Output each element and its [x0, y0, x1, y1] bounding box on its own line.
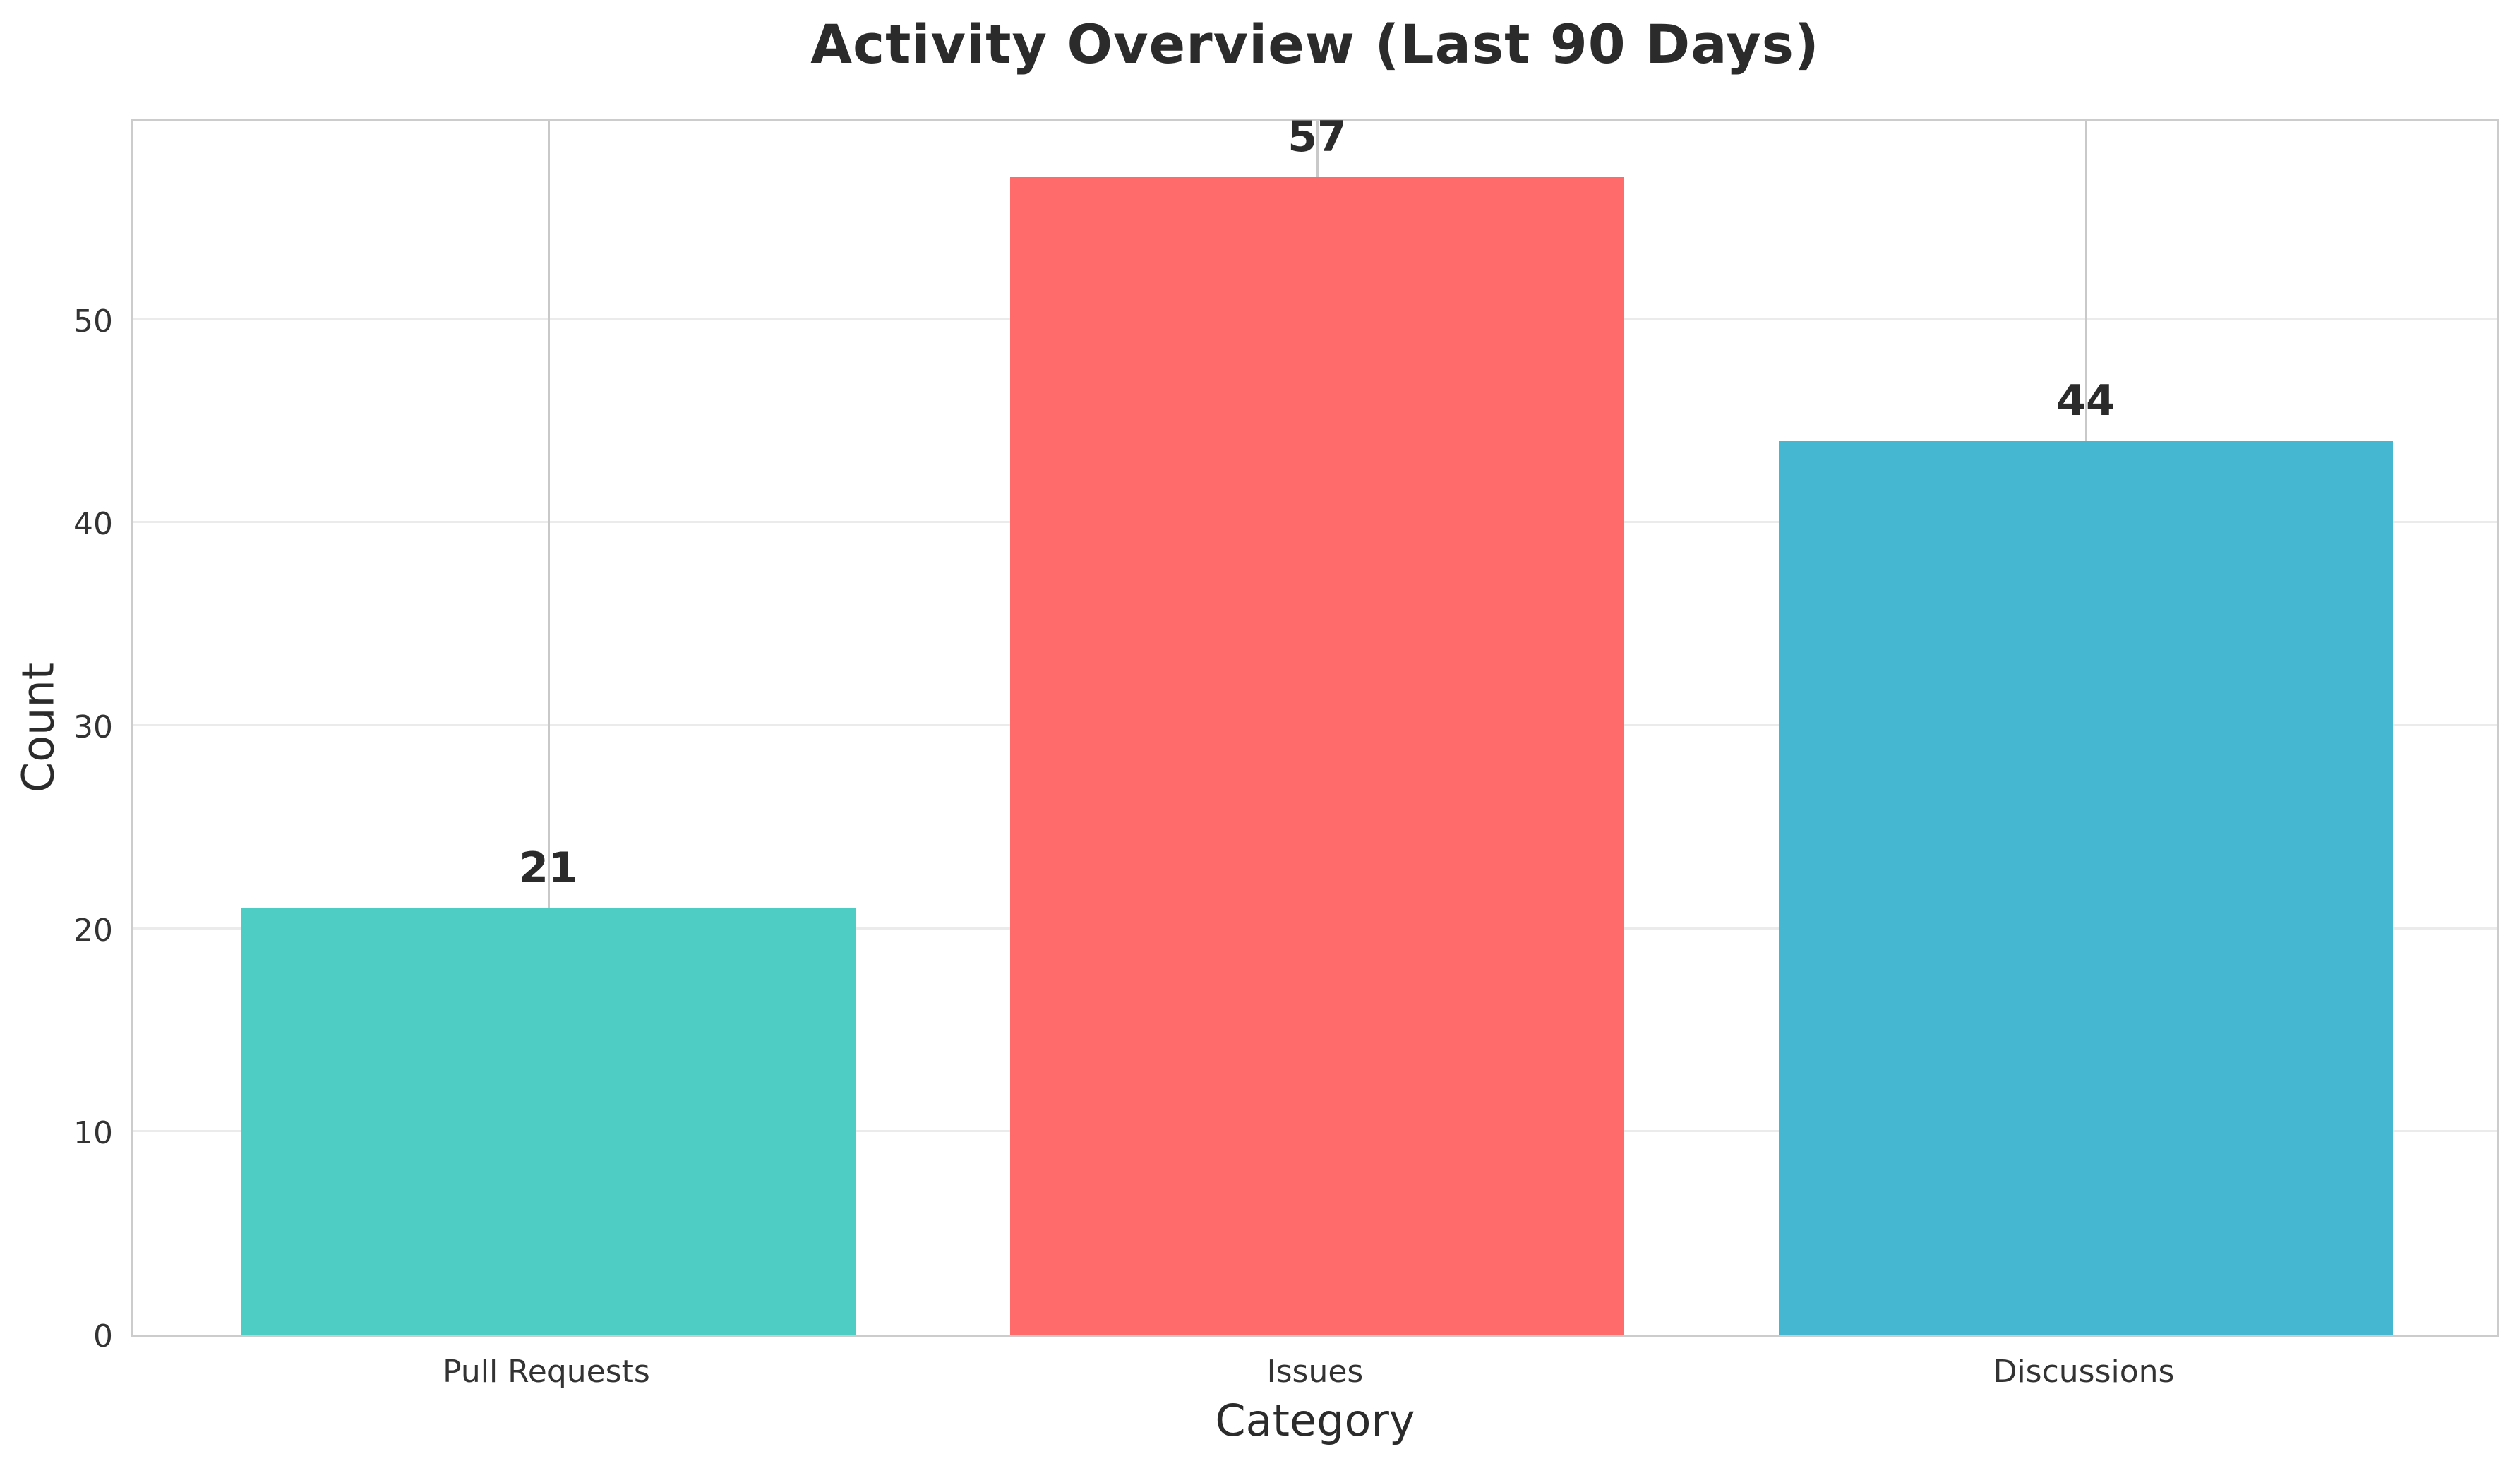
- y-axis-title: Count: [12, 662, 64, 793]
- bar-value-label-discussions: 44: [2056, 376, 2116, 426]
- bar-value-label-pull-requests: 21: [519, 843, 578, 893]
- bar-pull-requests: [241, 908, 856, 1335]
- x-tick-label-pull-requests: Pull Requests: [443, 1354, 650, 1390]
- chart-title: Activity Overview (Last 90 Days): [810, 13, 1820, 76]
- y-tick-label-0: 0: [93, 1318, 113, 1354]
- x-gridline: [547, 121, 550, 1335]
- plot-area: 21 57 44: [131, 112, 2499, 1337]
- y-tick-label-50: 50: [73, 303, 113, 339]
- bar-value-label-issues: 57: [1288, 112, 1347, 162]
- x-tick-label-issues: Issues: [1266, 1354, 1364, 1390]
- x-tick-label-discussions: Discussions: [1993, 1354, 2175, 1390]
- y-tick-label-10: 10: [73, 1115, 113, 1152]
- bar-discussions: [1779, 441, 2394, 1335]
- y-tick-label-20: 20: [73, 912, 113, 949]
- bar-issues: [1010, 177, 1624, 1335]
- y-tick-label-30: 30: [73, 709, 113, 745]
- x-axis-title: Category: [1215, 1395, 1415, 1446]
- y-tick-label-40: 40: [73, 506, 113, 543]
